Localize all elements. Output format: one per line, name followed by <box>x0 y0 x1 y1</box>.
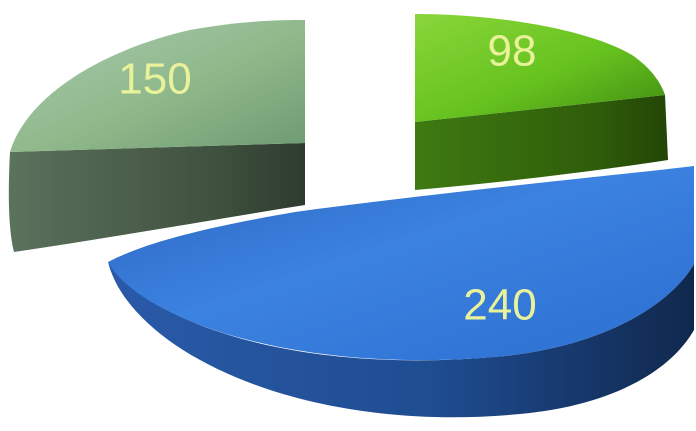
pie-slice-150-side <box>8 143 306 252</box>
data-label-240: 240 <box>463 281 536 330</box>
pie-slice-150-top <box>10 20 305 152</box>
pie-slice-98-side <box>415 95 668 190</box>
pie-slice-240 <box>108 166 694 418</box>
pie-slice-240-top <box>108 166 694 361</box>
data-label-150: 150 <box>118 55 191 104</box>
data-label-98: 98 <box>488 27 537 76</box>
pie-slice-98 <box>415 14 668 190</box>
pie-slice-98-top <box>415 14 665 122</box>
pie-slice-240-side <box>108 262 694 418</box>
pie-slice-150 <box>8 20 306 252</box>
